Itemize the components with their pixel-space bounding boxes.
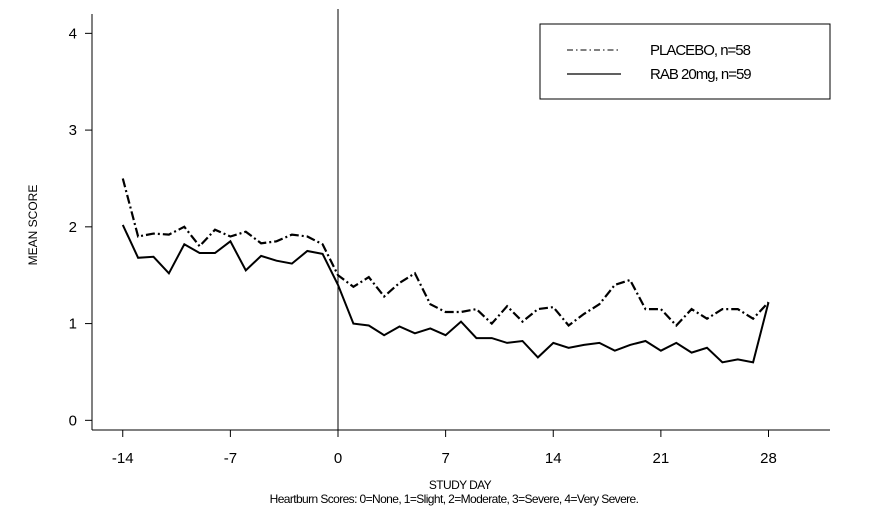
y-tick-label: 1 [69, 316, 77, 333]
y-tick-label: 0 [69, 412, 77, 429]
y-tick-label: 2 [69, 219, 77, 236]
x-ticks: -14 -7 0 7 14 21 28 [112, 430, 777, 467]
x-tick-label: -7 [224, 450, 237, 467]
series-line-rab-20mg [121, 224, 770, 364]
x-axis-title: STUDY DAY [429, 478, 492, 492]
x-tick-label: 0 [334, 450, 342, 467]
axes [91, 9, 830, 431]
y-ticks: 0 1 2 3 4 [69, 25, 92, 429]
series-line-placebo [121, 178, 770, 328]
y-axis-title: MEAN SCORE [26, 185, 40, 266]
x-tick-label: 21 [653, 450, 670, 467]
series-layer [121, 178, 770, 364]
x-tick-label: 14 [545, 450, 562, 467]
x-tick-label: 28 [760, 450, 777, 467]
score-footnote: Heartburn Scores: 0=None, 1=Slight, 2=Mo… [270, 492, 639, 506]
x-tick-label: 7 [441, 450, 449, 467]
x-tick-label: -14 [112, 450, 134, 467]
y-tick-label: 3 [69, 122, 77, 139]
legend-label-rab: RAB 20mg, n=59 [650, 66, 751, 83]
y-tick-label: 4 [69, 25, 77, 42]
legend-label-placebo: PLACEBO, n=58 [650, 42, 751, 59]
legend: PLACEBO, n=58 RAB 20mg, n=59 [539, 23, 831, 100]
legend-box [539, 23, 831, 100]
